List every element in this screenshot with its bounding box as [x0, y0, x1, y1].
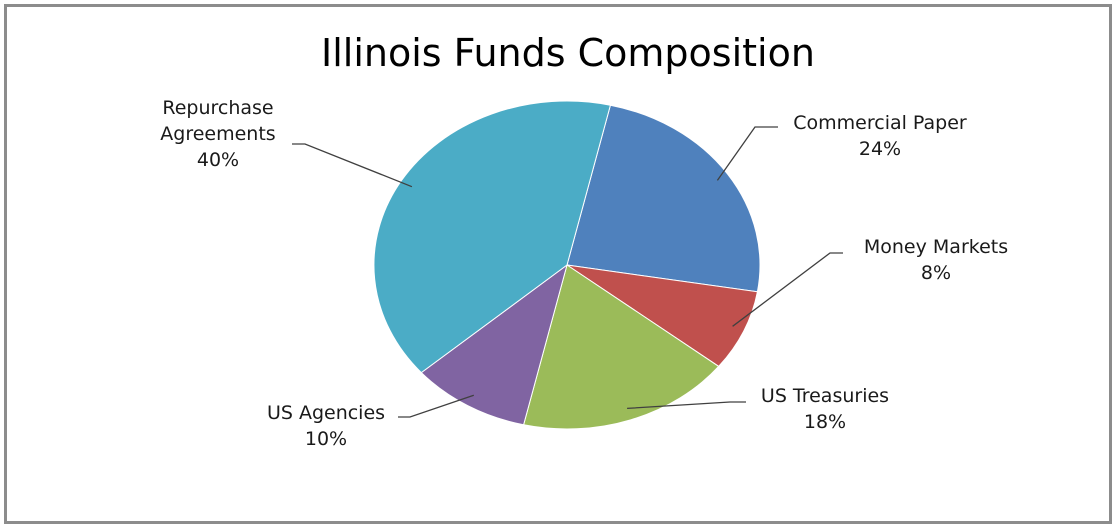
slice-commercial-paper — [566, 104, 761, 293]
slice-us-treasuries — [522, 264, 720, 430]
slice-repurchase-agreements — [373, 100, 612, 374]
leader-line — [292, 143, 413, 188]
data-label: US Treasuries 18% — [761, 385, 889, 433]
leader-lines — [292, 126, 843, 418]
data-label: Repurchase Agreements 40% — [160, 97, 275, 171]
data-label: US Agencies 10% — [267, 402, 385, 450]
slice-money-markets — [566, 264, 758, 368]
pie-slices — [373, 100, 761, 430]
leader-line — [627, 401, 746, 410]
pie-chart: Illinois Funds Composition Commercial Pa… — [160, 31, 1008, 450]
data-label: Money Markets 8% — [864, 236, 1008, 284]
leader-line — [716, 126, 778, 181]
leader-line — [398, 394, 475, 418]
slice-us-agencies — [420, 263, 568, 426]
chart-title: Illinois Funds Composition — [321, 31, 815, 75]
data-label: Commercial Paper 24% — [793, 112, 967, 160]
data-labels: Commercial Paper 24% Money Markets 8% US Tre… — [160, 97, 1008, 450]
leader-line — [732, 252, 843, 327]
